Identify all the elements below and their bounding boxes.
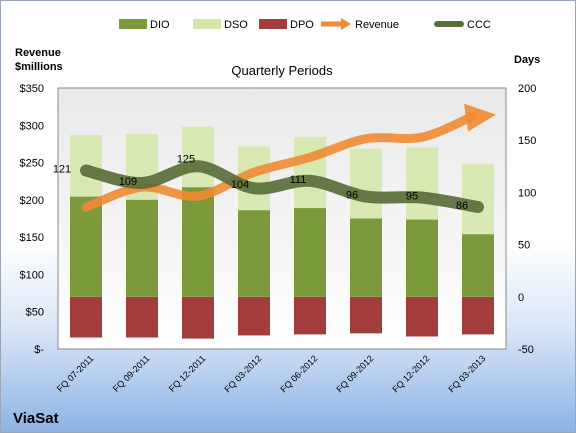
x-tick-label: FQ 03-2012 — [222, 353, 263, 394]
y-tick-left: $50 — [26, 307, 44, 319]
y-tick-left: $150 — [20, 232, 44, 244]
x-tick-label: FQ 03-2013 — [446, 353, 487, 394]
bar-dio — [462, 234, 494, 297]
bar-dso — [182, 126, 214, 188]
y-tick-right: 100 — [518, 187, 536, 199]
bar-dpo — [182, 296, 214, 339]
ccc-data-label: 86 — [456, 200, 468, 212]
legend-label-dio: DIO — [150, 19, 170, 31]
x-tick-label: FQ 09-2012 — [334, 353, 375, 394]
y-tick-left: $200 — [20, 195, 44, 207]
y-tick-right: 200 — [518, 83, 536, 95]
ccc-line — [80, 160, 484, 214]
bar-dpo — [462, 296, 494, 335]
revenue-arrowhead — [464, 103, 496, 132]
legend-label-dpo: DPO — [290, 19, 314, 31]
y-tick-left: $250 — [20, 158, 44, 170]
legend-swatch-dso — [193, 19, 221, 29]
bar-dpo — [406, 296, 438, 337]
bar-dpo — [350, 296, 382, 334]
bar-dpo — [70, 296, 102, 338]
bar-dio — [238, 210, 270, 297]
y-tick-left: $100 — [20, 269, 44, 281]
y-axis-left-title: Revenue — [15, 47, 61, 59]
y-tick-right: -50 — [518, 344, 534, 356]
y-axis-left-title-line2: $millions — [15, 61, 63, 73]
company-name: ViaSat — [13, 410, 59, 427]
legend-label-revenue: Revenue — [355, 19, 399, 31]
x-tick-label: FQ 12-2011 — [167, 353, 208, 394]
bar-dpo — [294, 296, 326, 335]
bar-dio — [350, 218, 382, 297]
bar-dio — [182, 187, 214, 297]
y-tick-left: $350 — [20, 83, 44, 95]
legend-swatch-dio — [119, 19, 147, 29]
x-tick-label: FQ 12-2012 — [390, 353, 431, 394]
legend-label-dso: DSO — [224, 19, 248, 31]
y-axis-right-title: Days — [514, 54, 540, 66]
y-tick-right: 150 — [518, 135, 536, 147]
y-tick-left: $- — [34, 344, 44, 356]
bar-dio — [294, 208, 326, 297]
bar-dpo — [126, 296, 158, 338]
legend: DIO DSO DPO Revenue CCC — [119, 18, 491, 31]
y-tick-left: $300 — [20, 120, 44, 132]
ccc-data-label: 96 — [346, 190, 358, 202]
ccc-data-label: 95 — [406, 191, 418, 203]
legend-arrow-revenue — [341, 18, 351, 30]
ccc-data-label: 109 — [119, 176, 137, 188]
x-tick-label: FQ 09-2011 — [111, 353, 152, 394]
y-tick-right: 0 — [518, 292, 524, 304]
x-tick-label: FQ 07-2011 — [55, 353, 96, 394]
bar-dio — [126, 199, 158, 297]
bar-dso — [350, 148, 382, 219]
bar-dpo — [238, 296, 270, 336]
bar-dso — [294, 137, 326, 209]
x-tick-label: FQ 06-2012 — [278, 353, 319, 394]
y-tick-right: 50 — [518, 240, 530, 252]
bar-dio — [70, 196, 102, 297]
ccc-data-label: 125 — [177, 153, 195, 165]
ccc-data-label: 121 — [53, 163, 71, 175]
legend-label-ccc: CCC — [467, 19, 491, 31]
ccc-data-label: 104 — [231, 179, 249, 191]
chart-title: Quarterly Periods — [231, 63, 333, 78]
ccc-data-label: 111 — [290, 174, 307, 186]
bar-dso — [406, 147, 438, 220]
bar-dio — [406, 219, 438, 297]
legend-swatch-dpo — [259, 19, 287, 29]
